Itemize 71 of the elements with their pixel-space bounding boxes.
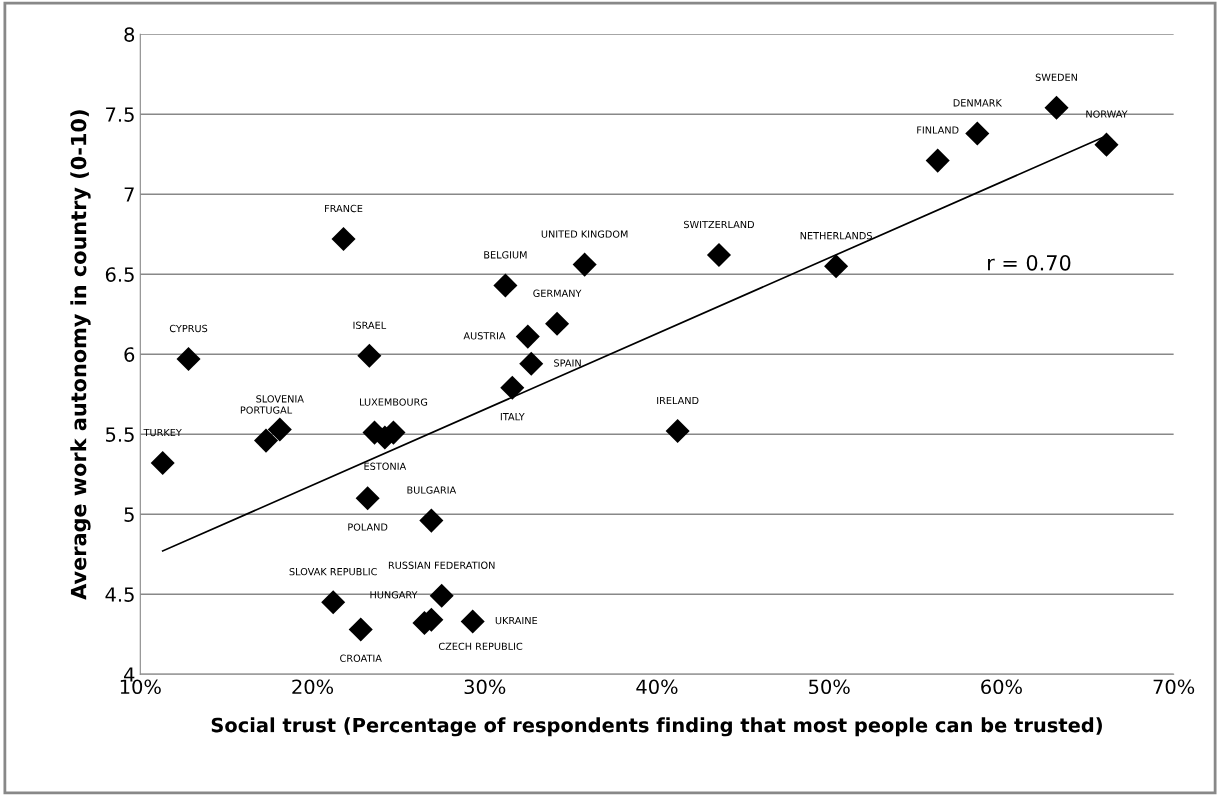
y-axis-title: Average work autonomy in country (0-10) [70,110,91,600]
x-tick-label: 30% [464,679,506,695]
point [355,486,380,511]
y-tick-label: 6.5 [105,267,134,282]
point [267,417,292,442]
annotation: SWITZERLAND [684,220,754,229]
annotation: IRELAND [657,396,699,404]
annotation: FRANCE [325,204,363,213]
annotation: UKRAINE [495,617,538,625]
point [429,583,454,608]
annotation: TURKEY [143,428,182,437]
point [150,450,175,476]
annotation: LUXEMBOURG [360,398,428,406]
point [331,226,356,252]
x-tick-label: 70% [1153,679,1195,695]
x-tick-label: 20% [292,679,334,695]
point [925,148,950,173]
x-axis-title: Social trust (Percentage of respondents finding that most people can be trusted) [211,717,1102,737]
point [515,324,540,349]
point [706,242,731,268]
y-tick-label: 8 [124,27,135,42]
x-tick-label: 50% [809,679,850,695]
point [519,351,544,376]
annotation: SLOVAK REPUBLIC [289,567,377,576]
point [824,254,849,279]
point [460,609,485,634]
annotation: BULGARIA [407,486,457,494]
y-tick-label: 7 [124,187,134,202]
point [500,375,525,400]
annotation: ESTONIA [364,462,407,470]
annotation: DENMARK [953,99,1003,107]
annotation: BELGIUM [484,251,527,259]
y-tick-label: 5 [124,507,134,522]
x-tick-label: 60% [981,679,1022,695]
annotation: NORWAY [1086,110,1128,118]
annotation: POLAND [348,523,388,531]
point [419,508,444,533]
y-tick-label: 5.5 [106,427,134,442]
point [545,311,570,336]
annotation: RUSSIAN FEDERATION [388,561,495,569]
point [254,428,279,453]
annotation: NETHERLANDS [800,231,872,240]
annotation: SLOVENIA [256,395,304,403]
annotation: CZECH REPUBLIC [438,642,523,650]
y-tick-label: 4.5 [105,587,134,602]
point [357,343,382,368]
point [665,418,690,444]
annotation: UNITED KINGDOM [541,230,628,238]
point [348,617,373,642]
annotation: SPAIN [554,359,581,367]
point [572,252,597,277]
point [176,346,201,372]
point [321,590,346,615]
point [493,273,518,298]
annotation: PORTUGAL [240,406,293,414]
annotation: GERMANY [533,289,582,297]
y-tick-label: 7.5 [106,107,134,122]
annotation: CYPRUS [169,324,208,333]
annotation: FINLAND [917,126,959,134]
point [1044,95,1069,120]
point [965,121,990,146]
annotation: ISRAEL [353,321,387,329]
annotation: SWEDEN [1035,73,1077,81]
annotation: r = 0.70 [988,254,1071,271]
x-tick-label: 40% [636,679,678,695]
annotation: HUNGARY [370,591,418,599]
annotation: ITALY [500,413,525,421]
point [1094,132,1119,157]
annotation: CROATIA [340,654,382,662]
y-tick-label: 6 [124,347,135,362]
annotation: AUSTRIA [463,332,506,340]
